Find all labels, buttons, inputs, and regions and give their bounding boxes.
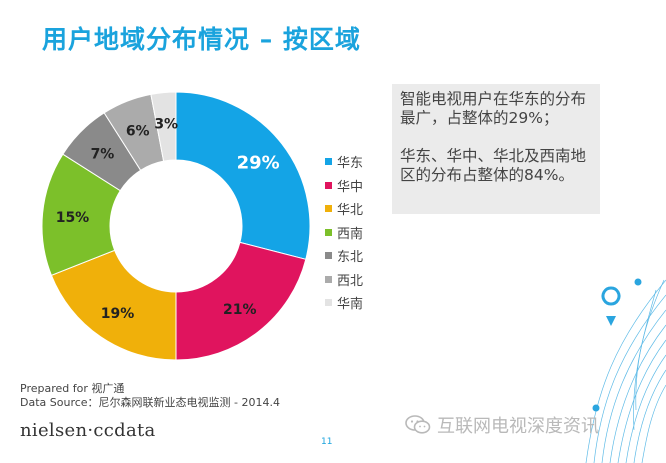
legend-swatch: [325, 228, 332, 236]
legend-swatch: [325, 158, 332, 166]
slice-label-华南: 3%: [154, 116, 178, 132]
legend-item-华南: 华南: [325, 291, 363, 315]
donut-chart: 29% 21% 19% 15% 7% 6% 3%: [41, 91, 311, 361]
legend-label: 西南: [337, 226, 364, 242]
watermark-text: 互联网电视深度资讯: [437, 416, 599, 437]
legend-label: 华东: [337, 156, 364, 172]
data-source-text: Data Source：尼尔森网联新业态电视监测 - 2014.4: [20, 396, 280, 409]
donut-slice-华南: [150, 91, 177, 162]
donut-slice-华东: [175, 91, 311, 260]
page-title: 用户地域分布情况 – 按区域: [42, 25, 361, 54]
legend-swatch: [325, 299, 332, 307]
legend-item-西北: 西北: [325, 268, 363, 292]
legend-swatch: [325, 181, 332, 189]
page-number: 11: [321, 437, 333, 447]
decorative-wave-graphic: [585, 278, 666, 463]
slice-label-西南: 15%: [56, 210, 90, 226]
legend-item-华北: 华北: [325, 197, 363, 221]
slice-label-华中: 21%: [223, 302, 257, 318]
donut-slice-华北: [50, 249, 177, 361]
slice-label-华东: 29%: [237, 152, 280, 173]
legend-item-东北: 东北: [325, 244, 363, 268]
summary-callout: 智能电视用户在华东的分布最广，占整体的29%； 华东、华中、华北及西南地区的分布…: [392, 84, 600, 214]
footer-notes: Prepared for 视广通 Data Source：尼尔森网联新业态电视监…: [20, 382, 280, 410]
slice-label-华北: 19%: [101, 306, 135, 322]
location-pin-icon: [601, 286, 621, 326]
callout-line-2: 华东、华中、华北及西南地区的分布占整体的84%。: [400, 147, 587, 184]
prepared-for-text: Prepared for 视广通: [20, 382, 125, 395]
legend-label: 东北: [337, 250, 364, 266]
legend-swatch: [325, 275, 332, 283]
legend-item-华中: 华中: [325, 174, 363, 198]
legend-label: 华中: [337, 179, 364, 195]
legend-item-华东: 华东: [325, 150, 363, 174]
deco-dot-bottom: [592, 404, 600, 412]
legend-swatch: [325, 205, 332, 213]
donut-slice-华中: [175, 241, 307, 361]
wechat-icon: [405, 415, 431, 434]
legend-label: 华北: [337, 203, 364, 219]
legend-label: 西北: [337, 273, 364, 289]
legend-item-西南: 西南: [325, 221, 363, 245]
callout-line-1: 智能电视用户在华东的分布最广，占整体的29%；: [400, 90, 587, 127]
chart-legend: 华东华中华北西南东北西北华南: [325, 150, 363, 315]
slice-label-西北: 6%: [126, 123, 150, 139]
slice-label-东北: 7%: [91, 146, 115, 162]
nielsen-ccdata-logo: nielsen·ccdata: [20, 420, 156, 441]
deco-dot-top: [634, 278, 642, 286]
legend-label: 华南: [337, 297, 364, 313]
wechat-watermark: 互联网电视深度资讯: [405, 412, 599, 438]
legend-swatch: [325, 252, 332, 260]
